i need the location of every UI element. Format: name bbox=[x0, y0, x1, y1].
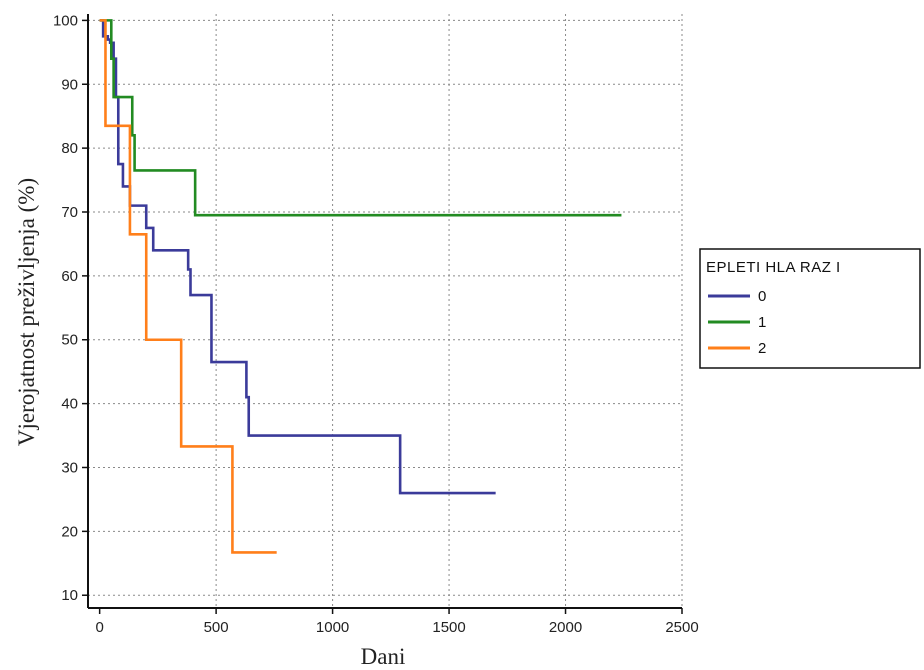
y-tick-label: 70 bbox=[61, 204, 78, 221]
legend-label-2: 2 bbox=[758, 340, 767, 357]
grid bbox=[88, 14, 683, 608]
legend-items: 0 1 2 bbox=[708, 288, 767, 357]
legend-label-0: 0 bbox=[758, 288, 767, 305]
x-tick-label: 2000 bbox=[549, 619, 582, 636]
series-line-1 bbox=[99, 19, 622, 217]
y-tick-label: 10 bbox=[61, 587, 78, 604]
x-tick-label: 500 bbox=[204, 619, 229, 636]
y-tick-label: 100 bbox=[53, 12, 78, 29]
y-tick-label: 30 bbox=[61, 459, 78, 476]
x-axis-title: Dani bbox=[361, 644, 406, 669]
series-lines bbox=[99, 19, 622, 554]
y-tick-label: 80 bbox=[61, 140, 78, 157]
legend-label-1: 1 bbox=[758, 314, 767, 331]
tick-labels: 0 500 1000 1500 2000 2500 10 20 30 40 50 60 70 80 90 10… bbox=[53, 12, 699, 636]
y-tick-label: 40 bbox=[61, 396, 78, 413]
x-tick-label: 2500 bbox=[665, 619, 698, 636]
y-axis-title: Vjerojatnost preživljenja (%) bbox=[14, 178, 39, 446]
y-tick-label: 60 bbox=[61, 268, 78, 285]
y-tick-label: 50 bbox=[61, 332, 78, 349]
legend-title: EPLETI HLA RAZ I bbox=[706, 259, 841, 276]
axes bbox=[87, 14, 682, 609]
y-tick-label: 20 bbox=[61, 523, 78, 540]
series-line-0 bbox=[99, 19, 496, 495]
y-tick-label: 90 bbox=[61, 76, 78, 93]
legend: EPLETI HLA RAZ I 0 1 2 bbox=[699, 248, 921, 369]
x-tick-label: 0 bbox=[95, 619, 103, 636]
series-line-2 bbox=[99, 19, 277, 554]
x-tick-label: 1500 bbox=[432, 619, 465, 636]
x-tick-label: 1000 bbox=[316, 619, 349, 636]
